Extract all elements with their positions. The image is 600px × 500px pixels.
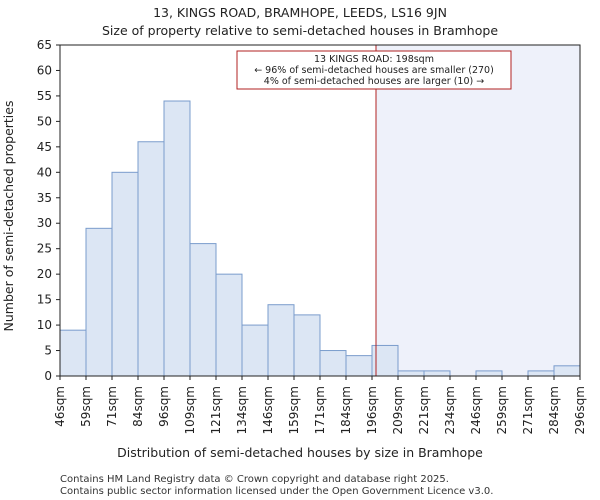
x-tick-label: 259sqm: [495, 386, 509, 434]
x-tick-label: 71sqm: [105, 386, 119, 427]
y-tick-label: 35: [37, 191, 52, 205]
y-tick-label: 65: [37, 38, 52, 52]
x-tick-label: 296sqm: [573, 386, 587, 434]
bar-109sqm: [189, 243, 217, 377]
annotation-line-3: 4% of semi-detached houses are larger (1…: [264, 76, 484, 87]
bar-71sqm: [111, 171, 139, 377]
bar-184sqm: [345, 355, 373, 377]
x-tick-label: 184sqm: [339, 386, 353, 434]
x-tick-label: 46sqm: [53, 386, 67, 427]
bar-96sqm: [163, 100, 191, 377]
x-tick-label: 284sqm: [547, 386, 561, 434]
x-tick-label: 109sqm: [183, 386, 197, 434]
footer-line-2: Contains public sector information licen…: [60, 486, 493, 497]
y-tick-label: 5: [44, 344, 52, 358]
bar-46sqm: [59, 329, 87, 377]
annotation-box: 13 KINGS ROAD: 198sqm ← 96% of semi-deta…: [236, 50, 512, 90]
x-tick-label: 146sqm: [261, 386, 275, 434]
x-tick-label: 271sqm: [521, 386, 535, 434]
y-tick-label: 45: [37, 140, 52, 154]
y-tick-label: 25: [37, 242, 52, 256]
y-tick-label: 60: [37, 63, 52, 77]
annotation-line-2: ← 96% of semi-detached houses are smalle…: [254, 65, 494, 76]
bar-171sqm: [319, 350, 347, 377]
y-tick-label: 15: [37, 293, 52, 307]
x-tick-label: 196sqm: [365, 386, 379, 434]
y-tick-label: 40: [37, 165, 52, 179]
x-tick-label: 121sqm: [209, 386, 223, 434]
x-tick-label: 209sqm: [391, 386, 405, 434]
bar-221sqm: [423, 370, 451, 377]
x-tick-label: 246sqm: [469, 386, 483, 434]
bar-209sqm: [397, 370, 425, 377]
x-axis-ticks: 46sqm 59sqm 71sqm 84sqm 96sqm 109sqm 121sqm 134…: [53, 376, 587, 434]
annotation-frame: [236, 50, 512, 90]
bars-group: [59, 100, 581, 377]
y-tick-label: 30: [37, 216, 52, 230]
y-tick-label: 10: [37, 318, 52, 332]
chart-subtitle: Size of property relative to semi-detach…: [102, 23, 498, 38]
y-tick-label: 55: [37, 89, 52, 103]
y-tick-label: 50: [37, 114, 52, 128]
x-tick-label: 96sqm: [157, 386, 171, 427]
bar-146sqm: [267, 304, 295, 377]
x-tick-label: 159sqm: [287, 386, 301, 434]
y-axis-label: Number of semi-detached properties: [1, 101, 16, 332]
x-tick-label: 234sqm: [443, 386, 457, 434]
plot-frame: [59, 44, 581, 377]
x-tick-label: 59sqm: [79, 386, 93, 427]
x-tick-label: 84sqm: [131, 386, 145, 427]
annotation-line-1: 13 KINGS ROAD: 198sqm: [314, 54, 434, 65]
y-tick-label: 20: [37, 267, 52, 281]
bar-159sqm: [293, 314, 321, 377]
bar-246sqm: [475, 370, 503, 377]
y-axis-ticks: 0 5 10 15 20 25 30 35 40 45 50 55 60 65: [37, 38, 60, 383]
bar-271sqm: [527, 370, 555, 377]
x-tick-label: 171sqm: [313, 386, 327, 434]
x-tick-label: 134sqm: [235, 386, 249, 434]
footer-line-1: Contains HM Land Registry data © Crown c…: [60, 474, 449, 485]
y-tick-label: 0: [44, 369, 52, 383]
bar-134sqm: [241, 324, 269, 377]
x-tick-label: 221sqm: [417, 386, 431, 434]
chart-title: 13, KINGS ROAD, BRAMHOPE, LEEDS, LS16 9J…: [153, 5, 447, 20]
bar-84sqm: [137, 141, 165, 377]
larger-region-shade: [376, 45, 580, 376]
bar-121sqm: [215, 273, 243, 377]
bar-59sqm: [85, 227, 113, 377]
x-axis-label: Distribution of semi-detached houses by …: [117, 445, 483, 460]
bar-284sqm: [553, 365, 581, 377]
